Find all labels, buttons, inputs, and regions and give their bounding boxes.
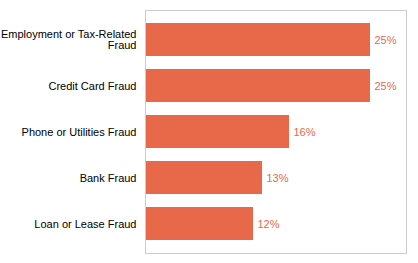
svg-text:25%: 25% <box>375 34 397 46</box>
svg-text:Credit Card Fraud: Credit Card Fraud <box>48 80 136 92</box>
svg-text:Phone or Utilities Fraud: Phone or Utilities Fraud <box>22 126 137 138</box>
svg-text:Loan or Lease Fraud: Loan or Lease Fraud <box>34 218 136 230</box>
svg-text:12%: 12% <box>258 218 280 230</box>
svg-text:Bank Fraud: Bank Fraud <box>80 172 137 184</box>
svg-text:Employment or Tax-RelatedFraud: Employment or Tax-RelatedFraud <box>1 28 137 51</box>
svg-text:25%: 25% <box>375 80 397 92</box>
svg-text:16%: 16% <box>294 126 316 138</box>
svg-text:13%: 13% <box>267 172 289 184</box>
